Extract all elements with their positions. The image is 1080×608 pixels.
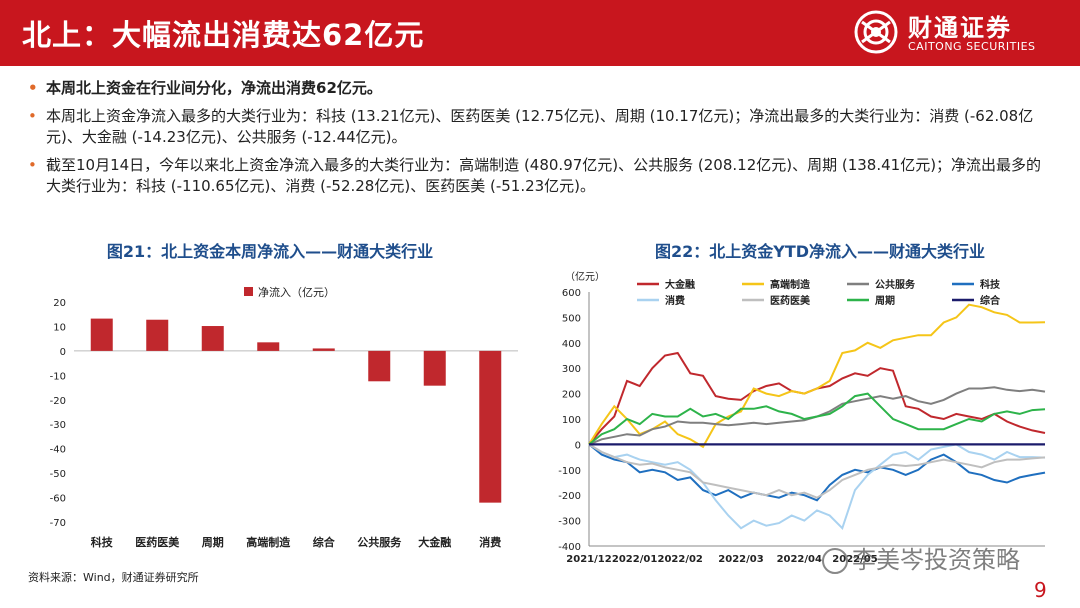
legend-label: 净流入（亿元）: [258, 285, 335, 299]
series-line: [588, 303, 1046, 449]
summary-bullets: 本周北上资金在行业间分化，净流出消费62亿元。 本周北上资金净流入最多的大类行业…: [26, 78, 1056, 204]
bar: [257, 342, 280, 351]
legend-label: 公共服务: [875, 278, 916, 291]
y-tick-label: 0: [575, 440, 581, 451]
series-line: [588, 443, 1046, 531]
y-tick-label: 100: [562, 415, 581, 426]
brand-logo: 财通证券 CAITONG SECURITIES: [846, 6, 1072, 60]
bar: [312, 348, 335, 351]
legend-label: 综合: [980, 294, 1001, 307]
page-number: 9: [1034, 578, 1047, 602]
x-tick-label: 高端制造: [246, 535, 291, 549]
y-tick-label: -20: [50, 396, 66, 407]
watermark: 李美岑投资策略: [852, 546, 1020, 574]
bar-chart: 净流入（亿元） 20 10 0 -10 -20 -30 -40 -50 -60 -70 科技 医药医美 周…: [50, 285, 518, 549]
y-unit-label: （亿元）: [565, 270, 605, 283]
bar: [368, 350, 391, 382]
y-tick-label: 200: [562, 390, 581, 401]
y-tick-label: 600: [562, 288, 581, 299]
x-tick-label: 大金融: [418, 535, 451, 549]
y-tick-label: -70: [50, 518, 66, 529]
y-tick-label: -100: [558, 466, 581, 477]
source-note: 资料来源：Wind，财通证券研究所: [28, 571, 199, 584]
x-tick-label: 公共服务: [357, 535, 402, 549]
series-line: [588, 351, 1046, 446]
x-tick-label: 消费: [479, 535, 501, 549]
legend-swatch: [244, 287, 253, 296]
legend-label: 周期: [875, 294, 895, 307]
caitong-logo-icon: [854, 10, 898, 54]
y-tick-label: -60: [50, 494, 66, 505]
x-tick-label: 2022/03: [718, 554, 763, 565]
y-tick-label: -10: [50, 371, 66, 382]
bar: [90, 318, 113, 351]
header-bar: 北上：大幅流出消费达62亿元 财通证券 CAITONG SECURITIES: [0, 0, 1080, 66]
legend-label: 医药医美: [770, 294, 811, 307]
bullet-2: 本周北上资金净流入最多的大类行业为：科技 (13.21亿元)、医药医美 (12.…: [26, 106, 1056, 148]
y-tick-label: 10: [53, 322, 66, 333]
legend-label: 科技: [980, 278, 1001, 291]
x-tick-label: 科技: [91, 535, 114, 549]
x-tick-label: 周期: [202, 535, 224, 549]
x-tick-label: 2022/04: [777, 554, 822, 565]
y-tick-label: -200: [558, 491, 581, 502]
bar: [479, 350, 502, 503]
x-tick-label: 综合: [313, 535, 336, 549]
x-tick-label: 2022/02: [657, 554, 702, 565]
logo-text-en: CAITONG SECURITIES: [908, 40, 1036, 53]
chart-22-title: 图22：北上资金YTD净流入——财通大类行业: [654, 242, 986, 261]
legend-label: 消费: [665, 294, 685, 307]
x-tick-label: 2022/05: [832, 554, 877, 565]
series-line: [588, 443, 1046, 499]
page-title: 北上：大幅流出消费达62亿元: [22, 18, 425, 52]
y-tick-label: 0: [60, 347, 66, 358]
bullet-1: 本周北上资金在行业间分化，净流出消费62亿元。: [26, 78, 1056, 99]
y-tick-label: -40: [50, 445, 66, 456]
y-tick-label: -300: [558, 517, 581, 528]
bar: [146, 319, 169, 351]
y-tick-label: -50: [50, 469, 66, 480]
x-tick-label: 2022/01: [612, 554, 657, 565]
y-tick-label: 500: [562, 313, 581, 324]
legend-label: 大金融: [665, 278, 695, 291]
line-chart: （亿元）6005004003002001000-100-200-300-4002…: [558, 270, 1046, 565]
bar: [423, 350, 446, 386]
y-tick-label: 300: [562, 364, 581, 375]
y-tick-label: 20: [53, 298, 66, 309]
series-line: [588, 443, 1046, 502]
series-line: [588, 392, 1046, 446]
x-tick-label: 医药医美: [135, 535, 180, 549]
bullet-3: 截至10月14日，今年以来北上资金净流入最多的大类行业为：高端制造 (480.9…: [26, 155, 1056, 197]
logo-text-cn: 财通证券: [908, 14, 1012, 42]
y-tick-label: -400: [558, 542, 581, 553]
x-tick-label: 2021/12: [566, 554, 611, 565]
legend-label: 高端制造: [770, 278, 811, 291]
wechat-icon: [822, 548, 848, 574]
bar: [201, 326, 224, 351]
y-tick-label: 400: [562, 339, 581, 350]
y-tick-label: -30: [50, 420, 66, 431]
chart-21-title: 图21：北上资金本周净流入——财通大类行业: [106, 242, 434, 261]
